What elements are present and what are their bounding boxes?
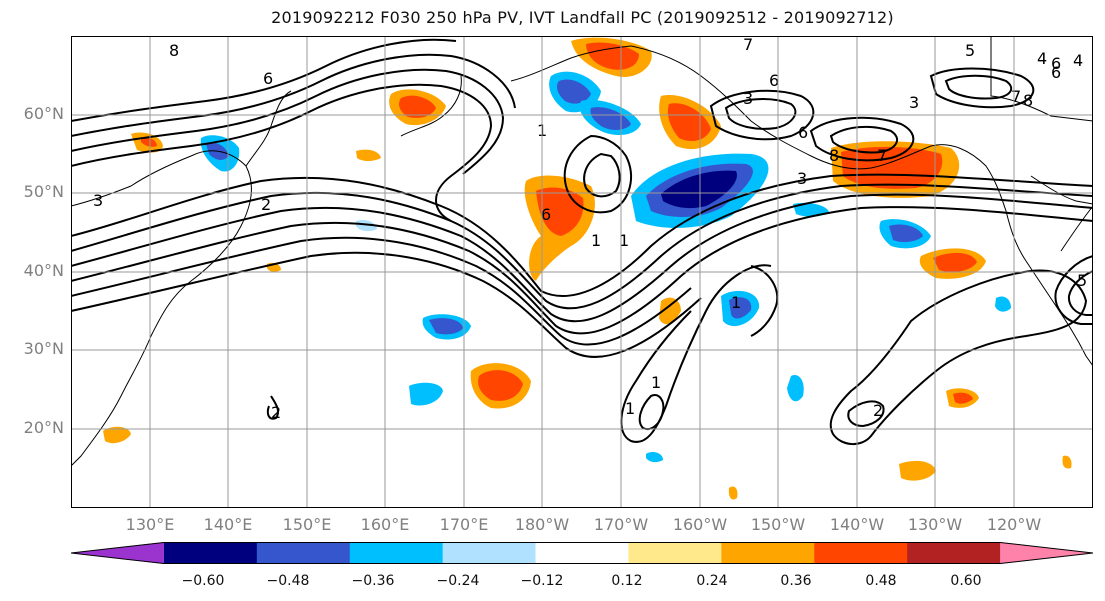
colorbar-segment bbox=[256, 542, 351, 564]
svg-text:4: 4 bbox=[1037, 49, 1047, 68]
svg-text:7: 7 bbox=[877, 146, 887, 165]
svg-text:3: 3 bbox=[909, 93, 919, 112]
map-plot: 8 6 7 5 4 6 3 6 3 6 8 7 3 3 2 6 1 1 1 2 … bbox=[71, 36, 1093, 508]
colorbar-tick: −0.48 bbox=[266, 573, 310, 589]
svg-text:2: 2 bbox=[271, 403, 281, 422]
lon-label-130w: 130°W bbox=[907, 515, 963, 534]
colorbar-tick: 0.36 bbox=[780, 573, 812, 589]
colorbar-outline bbox=[71, 542, 1093, 564]
svg-text:6: 6 bbox=[541, 205, 551, 224]
colorbar-tick: −0.12 bbox=[520, 573, 564, 589]
map-title: 2019092212 F030 250 hPa PV, IVT Landfall… bbox=[271, 8, 894, 27]
svg-text:5: 5 bbox=[1077, 271, 1087, 290]
svg-text:7: 7 bbox=[1011, 87, 1021, 106]
svg-text:2: 2 bbox=[261, 195, 271, 214]
svg-text:1: 1 bbox=[591, 231, 601, 250]
colorbar-tick: 0.12 bbox=[611, 573, 643, 589]
svg-text:3: 3 bbox=[797, 169, 807, 188]
svg-text:6: 6 bbox=[1051, 63, 1061, 82]
svg-text:5: 5 bbox=[965, 41, 975, 60]
svg-text:6: 6 bbox=[1051, 54, 1061, 73]
lon-label-120w: 120°W bbox=[986, 515, 1042, 534]
colorbar-segment bbox=[71, 542, 164, 564]
lon-label-130e: 130°E bbox=[125, 515, 175, 534]
svg-text:1: 1 bbox=[619, 231, 629, 250]
colorbar-segment bbox=[907, 542, 1001, 564]
lon-label-140e: 140°E bbox=[203, 515, 253, 534]
colorbar-segment bbox=[721, 542, 815, 564]
colorbar-tick: −0.60 bbox=[181, 573, 225, 589]
map-frame bbox=[71, 36, 1093, 508]
graticule bbox=[71, 36, 1093, 508]
svg-text:4: 4 bbox=[1073, 51, 1083, 70]
colorbar-tick: −0.36 bbox=[351, 573, 395, 589]
lon-label-170e: 170°E bbox=[439, 515, 489, 534]
colorbar-segment bbox=[163, 542, 258, 564]
svg-text:7: 7 bbox=[743, 36, 753, 54]
colorbar-segment bbox=[535, 542, 629, 564]
colorbar-segment bbox=[442, 542, 537, 564]
svg-text:8: 8 bbox=[169, 41, 179, 60]
svg-text:3: 3 bbox=[93, 191, 103, 210]
lat-label-30n: 30°N bbox=[23, 339, 64, 358]
lat-label-50n: 50°N bbox=[23, 182, 64, 201]
lon-label-170w: 170°W bbox=[593, 515, 649, 534]
colorbar-segment bbox=[628, 542, 722, 564]
svg-text:2: 2 bbox=[873, 401, 883, 420]
svg-text:6: 6 bbox=[769, 71, 779, 90]
lon-label-150w: 150°W bbox=[750, 515, 806, 534]
colorbar-tick: −0.24 bbox=[436, 573, 480, 589]
colorbar-segment bbox=[814, 542, 908, 564]
lat-label-60n: 60°N bbox=[23, 104, 64, 123]
lon-label-140w: 140°W bbox=[829, 515, 885, 534]
colorbar bbox=[71, 542, 1093, 564]
lat-label-40n: 40°N bbox=[23, 261, 64, 280]
svg-text:8: 8 bbox=[1023, 91, 1033, 110]
colorbar-tick: 0.48 bbox=[865, 573, 897, 589]
svg-text:6: 6 bbox=[263, 69, 273, 88]
svg-text:8: 8 bbox=[829, 146, 839, 165]
lon-label-150e: 150°E bbox=[282, 515, 332, 534]
svg-text:1: 1 bbox=[651, 373, 661, 392]
svg-text:3: 3 bbox=[743, 89, 753, 108]
colorbar-segment bbox=[1000, 542, 1093, 564]
svg-text:1: 1 bbox=[731, 293, 741, 312]
lon-label-180w: 180°W bbox=[514, 515, 570, 534]
colorbar-segment bbox=[349, 542, 444, 564]
lon-label-160e: 160°E bbox=[360, 515, 410, 534]
lat-label-20n: 20°N bbox=[23, 418, 64, 437]
contour-labels: 8 6 7 5 4 6 3 6 3 6 8 7 3 3 2 6 1 1 1 2 … bbox=[93, 36, 1087, 422]
colorbar-tick: 0.24 bbox=[696, 573, 728, 589]
colorbar-tick: 0.60 bbox=[950, 573, 982, 589]
svg-text:1: 1 bbox=[625, 399, 635, 418]
lon-label-160w: 160°W bbox=[672, 515, 728, 534]
svg-text:6: 6 bbox=[798, 123, 808, 142]
